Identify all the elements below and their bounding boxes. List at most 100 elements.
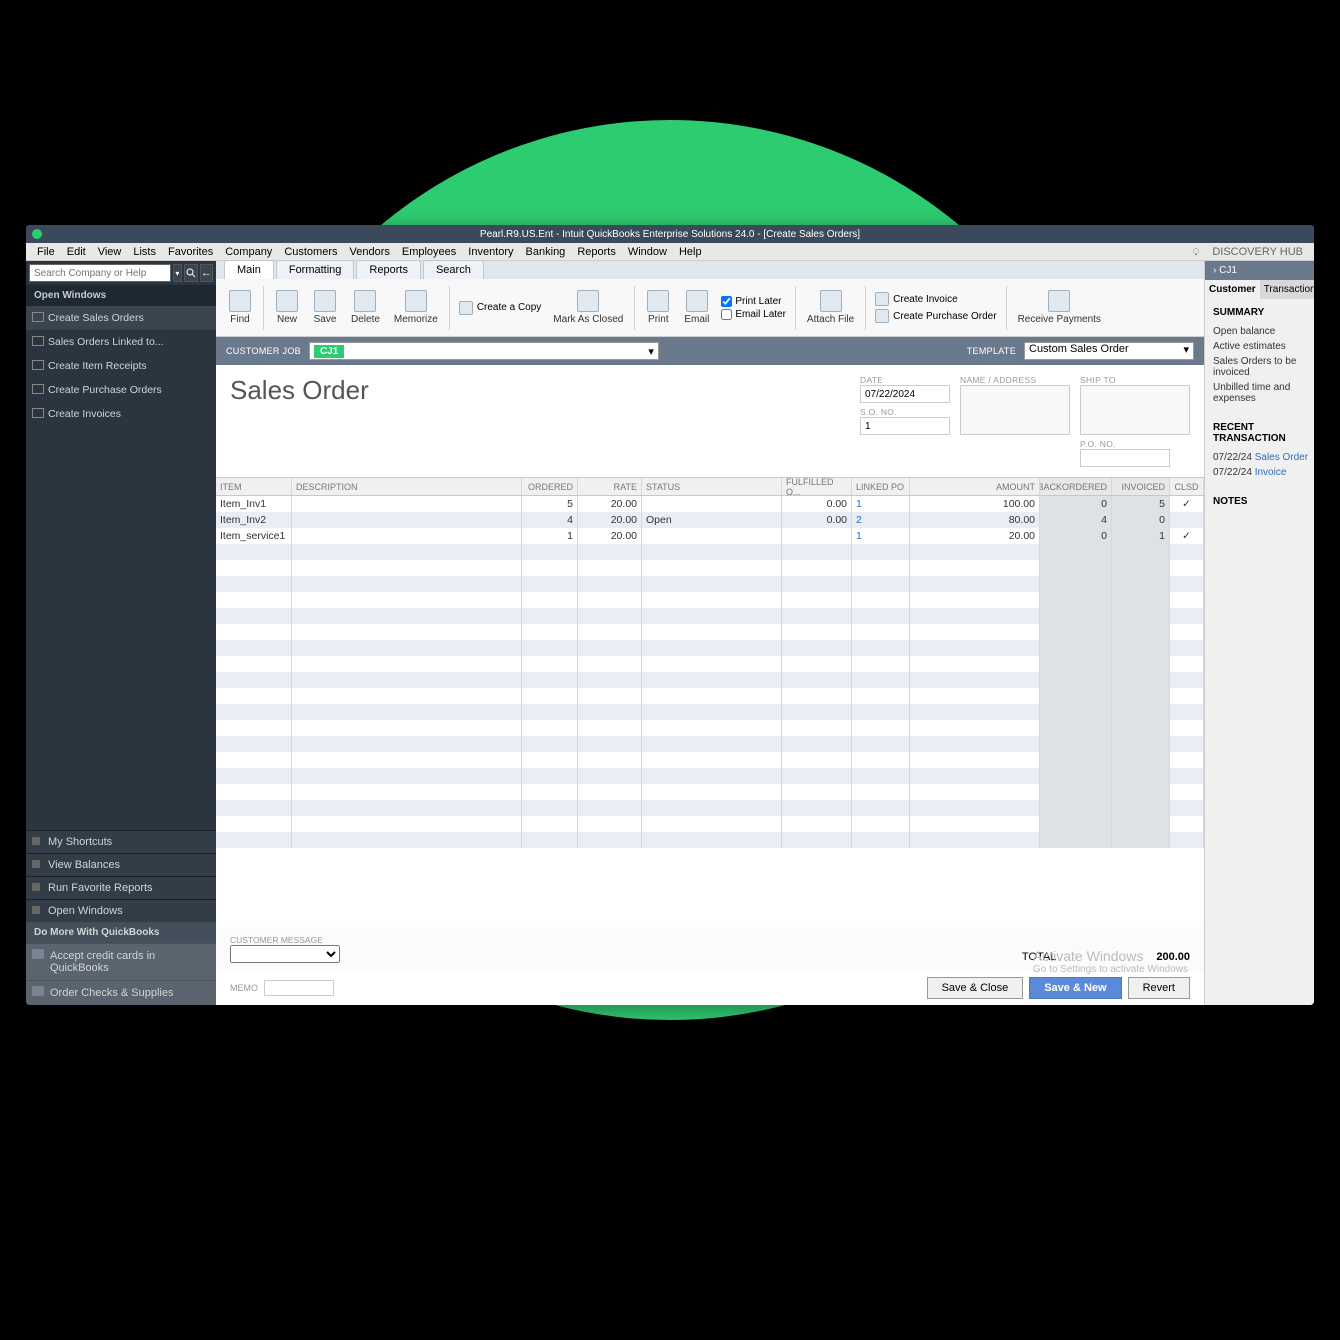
attach-file-button[interactable]: Attach File — [801, 286, 860, 329]
table-row[interactable] — [216, 672, 1204, 688]
date-label: DATE — [860, 375, 950, 385]
table-row[interactable] — [216, 832, 1204, 848]
table-row[interactable] — [216, 576, 1204, 592]
memorize-icon — [405, 290, 427, 312]
recent-item: 07/22/24 Sales Order — [1213, 450, 1312, 465]
save-button[interactable]: Save — [307, 286, 343, 329]
table-row[interactable]: Item_Inv2420.00Open0.00280.0040 — [216, 512, 1204, 528]
save-new-button[interactable]: Save & New — [1029, 977, 1121, 999]
tab-reports[interactable]: Reports — [356, 260, 421, 279]
table-row[interactable] — [216, 800, 1204, 816]
table-row[interactable] — [216, 592, 1204, 608]
menu-lists[interactable]: Lists — [127, 246, 162, 258]
customer-job-select[interactable]: CJ1▾ — [309, 342, 659, 360]
table-row[interactable] — [216, 544, 1204, 560]
menu-banking[interactable]: Banking — [520, 246, 572, 258]
menu-window[interactable]: Window — [622, 246, 673, 258]
sidebar-my-shortcuts[interactable]: My Shortcuts — [26, 830, 216, 853]
sidebar-view-balances[interactable]: View Balances — [26, 853, 216, 876]
new-button[interactable]: New — [269, 286, 305, 329]
table-row[interactable] — [216, 768, 1204, 784]
save-close-button[interactable]: Save & Close — [927, 977, 1024, 999]
create-invoice-button[interactable]: Create Invoice — [875, 292, 996, 306]
recent-link[interactable]: Invoice — [1255, 467, 1287, 478]
menu-company[interactable]: Company — [219, 246, 278, 258]
table-row[interactable] — [216, 608, 1204, 624]
name-address-box[interactable] — [960, 385, 1070, 435]
print-button[interactable]: Print — [640, 286, 676, 329]
template-select[interactable]: Custom Sales Order▾ — [1024, 342, 1194, 360]
table-row[interactable] — [216, 736, 1204, 752]
menu-favorites[interactable]: Favorites — [162, 246, 219, 258]
search-dropdown-icon[interactable]: ▾ — [173, 264, 182, 282]
app-icon — [32, 229, 42, 239]
date-input[interactable] — [860, 385, 950, 403]
menu-help[interactable]: Help — [673, 246, 708, 258]
tab-main[interactable]: Main — [224, 260, 274, 279]
menu-employees[interactable]: Employees — [396, 246, 462, 258]
memorize-button[interactable]: Memorize — [388, 286, 444, 329]
menu-view[interactable]: View — [92, 246, 128, 258]
create-copy-button[interactable]: Create a Copy — [459, 301, 541, 315]
menu-inventory[interactable]: Inventory — [462, 246, 519, 258]
sidebar-run-favorite-reports[interactable]: Run Favorite Reports — [26, 876, 216, 899]
window-title: Pearl.R9.US.Ent - Intuit QuickBooks Ente… — [480, 229, 860, 240]
table-row[interactable] — [216, 720, 1204, 736]
sidebar-item-create-invoices[interactable]: Create Invoices — [26, 402, 216, 426]
menu-reports[interactable]: Reports — [571, 246, 622, 258]
email-button[interactable]: Email — [678, 286, 715, 329]
summary-heading: SUMMARY — [1213, 307, 1312, 318]
search-input[interactable] — [29, 264, 171, 282]
receive-payments-button[interactable]: Receive Payments — [1012, 286, 1107, 329]
delete-button[interactable]: Delete — [345, 286, 386, 329]
mark-closed-button[interactable]: Mark As Closed — [547, 286, 629, 329]
menu-vendors[interactable]: Vendors — [344, 246, 396, 258]
table-row[interactable] — [216, 784, 1204, 800]
table-row[interactable]: Item_service1120.00120.0001✓ — [216, 528, 1204, 544]
shipto-box[interactable] — [1080, 385, 1190, 435]
discovery-hub-button[interactable]: DISCOVERY HUB — [1190, 246, 1309, 258]
email-later-checkbox[interactable]: Email Later — [721, 309, 786, 320]
customer-message-select[interactable] — [230, 945, 340, 963]
menu-edit[interactable]: Edit — [61, 246, 92, 258]
tab-search[interactable]: Search — [423, 260, 484, 279]
sidebar-accept-credit-cards[interactable]: Accept credit cards in QuickBooks — [26, 943, 216, 980]
table-row[interactable]: Item_Inv1520.000.001100.0005✓ — [216, 496, 1204, 512]
table-row[interactable] — [216, 816, 1204, 832]
sidebar-item-sales-orders-linked[interactable]: Sales Orders Linked to... — [26, 330, 216, 354]
recent-link[interactable]: Sales Order — [1255, 452, 1308, 463]
tab-formatting[interactable]: Formatting — [276, 260, 355, 279]
table-row[interactable] — [216, 656, 1204, 672]
sono-input[interactable] — [860, 417, 950, 435]
table-row[interactable] — [216, 752, 1204, 768]
po-icon — [875, 309, 889, 323]
sidebar-open-windows[interactable]: Open Windows — [26, 899, 216, 922]
memo-input[interactable] — [264, 980, 334, 996]
table-row[interactable] — [216, 688, 1204, 704]
menu-customers[interactable]: Customers — [278, 246, 343, 258]
table-row[interactable] — [216, 560, 1204, 576]
line-items-grid[interactable]: ITEM DESCRIPTION ORDERED RATE STATUS FUL… — [216, 477, 1204, 927]
rpanel-tab-customer[interactable]: Customer — [1205, 280, 1260, 299]
print-later-checkbox[interactable]: Print Later — [721, 296, 786, 307]
print-icon — [647, 290, 669, 312]
table-row[interactable] — [216, 624, 1204, 640]
revert-button[interactable]: Revert — [1128, 977, 1190, 999]
sidebar-item-create-purchase-orders[interactable]: Create Purchase Orders — [26, 378, 216, 402]
menu-file[interactable]: File — [31, 246, 61, 258]
po-input[interactable] — [1080, 449, 1170, 467]
ribbon: Find New Save Delete Memorize Create a C… — [216, 279, 1204, 337]
table-row[interactable] — [216, 704, 1204, 720]
search-icon[interactable] — [184, 264, 198, 282]
table-row[interactable] — [216, 640, 1204, 656]
sidebar-order-checks[interactable]: Order Checks & Supplies — [26, 980, 216, 1005]
find-button[interactable]: Find — [222, 286, 258, 329]
sidebar-item-create-item-receipts[interactable]: Create Item Receipts — [26, 354, 216, 378]
rpanel-tab-transaction[interactable]: Transaction — [1260, 280, 1314, 299]
save-icon — [314, 290, 336, 312]
back-icon[interactable]: ← — [200, 264, 213, 282]
recent-heading: RECENT TRANSACTION — [1213, 422, 1312, 444]
sidebar-item-create-sales-orders[interactable]: Create Sales Orders — [26, 306, 216, 330]
create-po-button[interactable]: Create Purchase Order — [875, 309, 996, 323]
titlebar: Pearl.R9.US.Ent - Intuit QuickBooks Ente… — [26, 225, 1314, 243]
